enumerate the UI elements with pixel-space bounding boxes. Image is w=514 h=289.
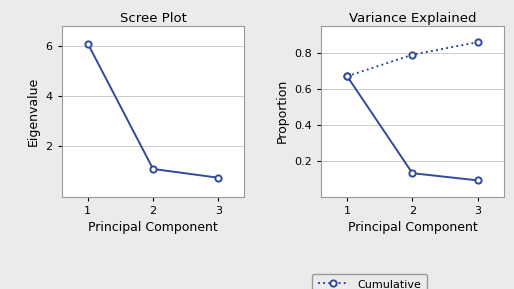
- Proportion: [409, 171, 415, 175]
- Y-axis label: Proportion: Proportion: [276, 79, 289, 143]
- Proportion: [344, 75, 350, 78]
- Line: Cumulative: Cumulative: [344, 39, 481, 79]
- Title: Variance Explained: Variance Explained: [348, 12, 476, 25]
- X-axis label: Principal Component: Principal Component: [347, 221, 478, 234]
- Cumulative: [409, 53, 415, 56]
- Cumulative: [344, 75, 350, 78]
- Y-axis label: Eigenvalue: Eigenvalue: [27, 77, 40, 146]
- Title: Scree Plot: Scree Plot: [120, 12, 187, 25]
- Line: Proportion: Proportion: [344, 73, 481, 184]
- Legend: Cumulative, Proportion: Cumulative, Proportion: [312, 274, 427, 289]
- Cumulative: [474, 40, 481, 44]
- X-axis label: Principal Component: Principal Component: [88, 221, 218, 234]
- Proportion: [474, 179, 481, 182]
